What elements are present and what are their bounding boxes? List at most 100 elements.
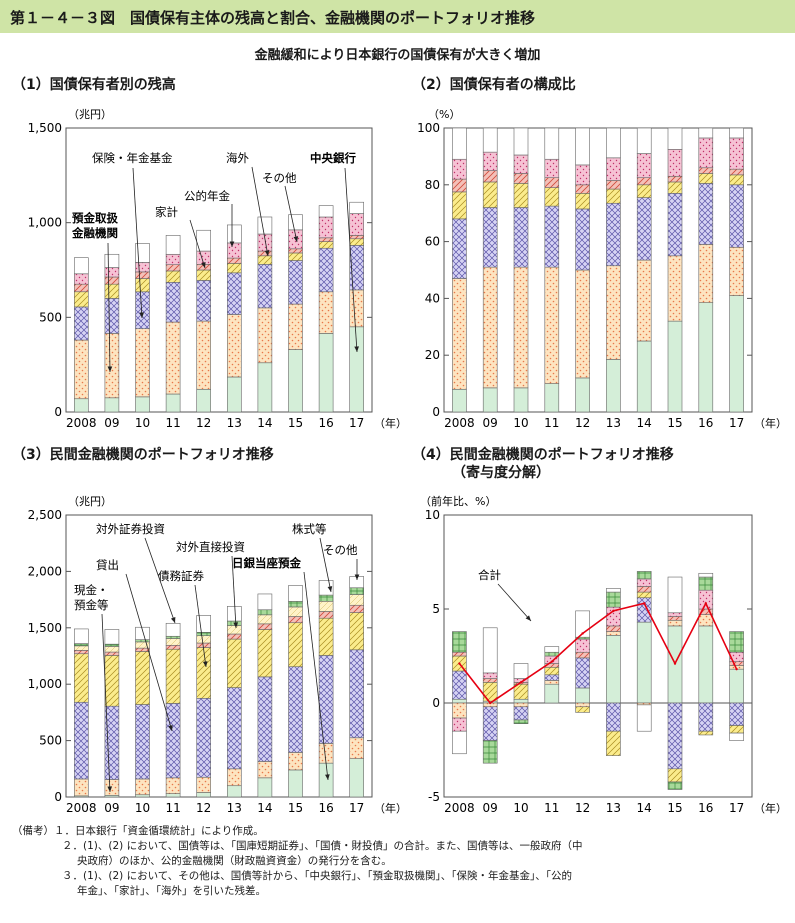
annotation-label: その他	[262, 171, 297, 185]
x-tick-label: 13	[227, 416, 242, 430]
bar-segment-貸出	[165, 703, 181, 779]
bar-segment-海外	[104, 267, 120, 278]
bar-segment-海外	[349, 213, 365, 236]
y-tick-label: 1,500	[28, 121, 62, 135]
annotation-label: 海外	[226, 151, 249, 165]
bar-segment-中央銀行	[318, 333, 334, 413]
bar-segment-対外直接投資	[227, 633, 242, 640]
bar-segment-対外証券投資	[452, 717, 467, 732]
bar-segment-その他	[667, 576, 683, 614]
bar-segment-債務証券	[135, 651, 150, 705]
bar-segment-その他	[544, 127, 560, 160]
panel4-title: （4）民間金融機関のポートフォリオ推移	[412, 447, 674, 463]
bar-segment-株式等	[606, 591, 621, 608]
bar-segment-日銀当座預金	[575, 687, 590, 704]
bar-segment-その他	[104, 253, 120, 268]
bar-segment-中央銀行	[74, 398, 89, 413]
annotation-arrow	[497, 583, 532, 622]
x-tick-label: 2008	[444, 801, 475, 815]
bar-segment-その他	[513, 663, 529, 679]
x-tick-label: 14	[637, 801, 652, 815]
bar-segment-貸出	[257, 676, 273, 762]
bar-segment-対外証券投資	[667, 612, 683, 617]
x-tick-label: 17	[349, 416, 364, 430]
bar-segment-株式等	[135, 639, 150, 643]
arrow-head	[202, 661, 208, 667]
bar-segment-公的年金	[318, 241, 334, 249]
bar-segment-その他	[227, 606, 242, 622]
total-line-point	[612, 609, 615, 613]
bar-segment-日銀当座預金	[513, 698, 529, 704]
bar-segment-対外直接投資	[606, 625, 621, 632]
bar-segment-日銀当座預金	[544, 683, 560, 704]
bar-segment-その他	[606, 127, 621, 159]
annotation-arrow	[101, 613, 111, 793]
bar-segment-保険・年金基金	[667, 193, 683, 257]
annotation-label: 金融機関	[71, 226, 118, 240]
bar-segment-公的年金	[667, 181, 683, 194]
y-unit-label: （兆円）	[68, 108, 112, 121]
y-tick-label: 40	[425, 291, 440, 305]
bar-segment-貸出	[729, 702, 744, 726]
y-tick-label: 2,000	[28, 564, 62, 578]
bar-segment-対外直接投資	[288, 616, 303, 624]
bar-segment-貸出	[135, 704, 150, 780]
arrow-head	[107, 366, 113, 372]
y-tick-label: 500	[39, 310, 62, 324]
bar-segment-現金・預金等	[257, 761, 273, 779]
bar-segment-対外直接投資	[349, 604, 365, 613]
bar-segment-中央銀行	[636, 340, 652, 413]
bar-segment-貸出	[288, 666, 303, 753]
bar-segment-その他	[667, 127, 683, 150]
bar-segment-保険・年金基金	[165, 282, 181, 323]
bar-segment-中央銀行	[482, 387, 498, 413]
y-tick-label: 0	[54, 405, 62, 419]
bar-segment-現金・預金等	[104, 779, 120, 796]
annotation-label: 公的年金	[184, 189, 230, 203]
figure-subtitle: 金融緩和により日本銀行の国債保有が大きく増加	[254, 48, 541, 63]
y-tick-label: 100	[417, 121, 440, 135]
bar-segment-海外	[165, 253, 181, 265]
bar-segment-家計	[575, 184, 590, 194]
annotation-label: 対外直接投資	[176, 540, 245, 554]
annotation-label: 合計	[478, 568, 501, 582]
bar-segment-対外証券投資	[104, 646, 120, 653]
bar-segment-保険・年金基金	[544, 205, 560, 268]
bar-segment-預金取扱金融機関	[135, 328, 150, 398]
bar-segment-日銀当座預金	[257, 777, 273, 798]
bar-segment-海外	[513, 154, 529, 174]
bar-segment-海外	[636, 153, 652, 178]
x-tick-label: 15	[667, 801, 682, 815]
bar-segment-その他	[227, 224, 242, 244]
note-2: ２．(1)、(2) において、国債等は、「国庫短期証券」、「国債・財投債」の合計…	[62, 840, 583, 852]
panel1-chart: 0 500 1,000 1,500 （兆円） 2008 09 10 11 12 13 14 15 16 17…	[28, 108, 407, 430]
x-tick-label: 12	[196, 416, 211, 430]
bar-segment-公的年金	[698, 173, 714, 184]
bar-segment-預金取扱金融機関	[196, 320, 211, 390]
bar-segment-海外	[575, 164, 590, 186]
bar-segment-保険・年金基金	[104, 298, 120, 334]
bar-segment-債務証券	[349, 612, 365, 651]
total-line-point	[519, 681, 523, 684]
bar-segment-現金・預金等	[165, 777, 181, 794]
annotation-label: 中央銀行	[310, 151, 356, 165]
bar-segment-現金・預金等	[135, 778, 150, 796]
bar-segment-海外	[482, 151, 498, 171]
bar-segment-現金・預金等	[513, 702, 529, 708]
bar-segment-公的年金	[636, 184, 652, 198]
x-unit-label: （年）	[754, 416, 787, 430]
bar-segment-債務証券	[667, 768, 683, 783]
bar-segment-債務証券	[288, 622, 303, 668]
bar-segment-株式等	[667, 781, 683, 790]
bar-segment-株式等	[104, 643, 120, 647]
bar-segment-家計	[349, 235, 365, 240]
bar-segment-家計	[165, 264, 181, 272]
bar-segment-その他	[482, 627, 498, 674]
bar-segment-対外証券投資	[196, 635, 211, 644]
arrow-head	[201, 262, 206, 268]
bar-segment-中央銀行	[288, 349, 303, 413]
x-tick-label: 12	[196, 801, 211, 815]
x-tick-label: 12	[575, 416, 590, 430]
bar-segment-中央銀行	[349, 326, 365, 413]
bar-segment-現金・預金等	[227, 768, 242, 787]
